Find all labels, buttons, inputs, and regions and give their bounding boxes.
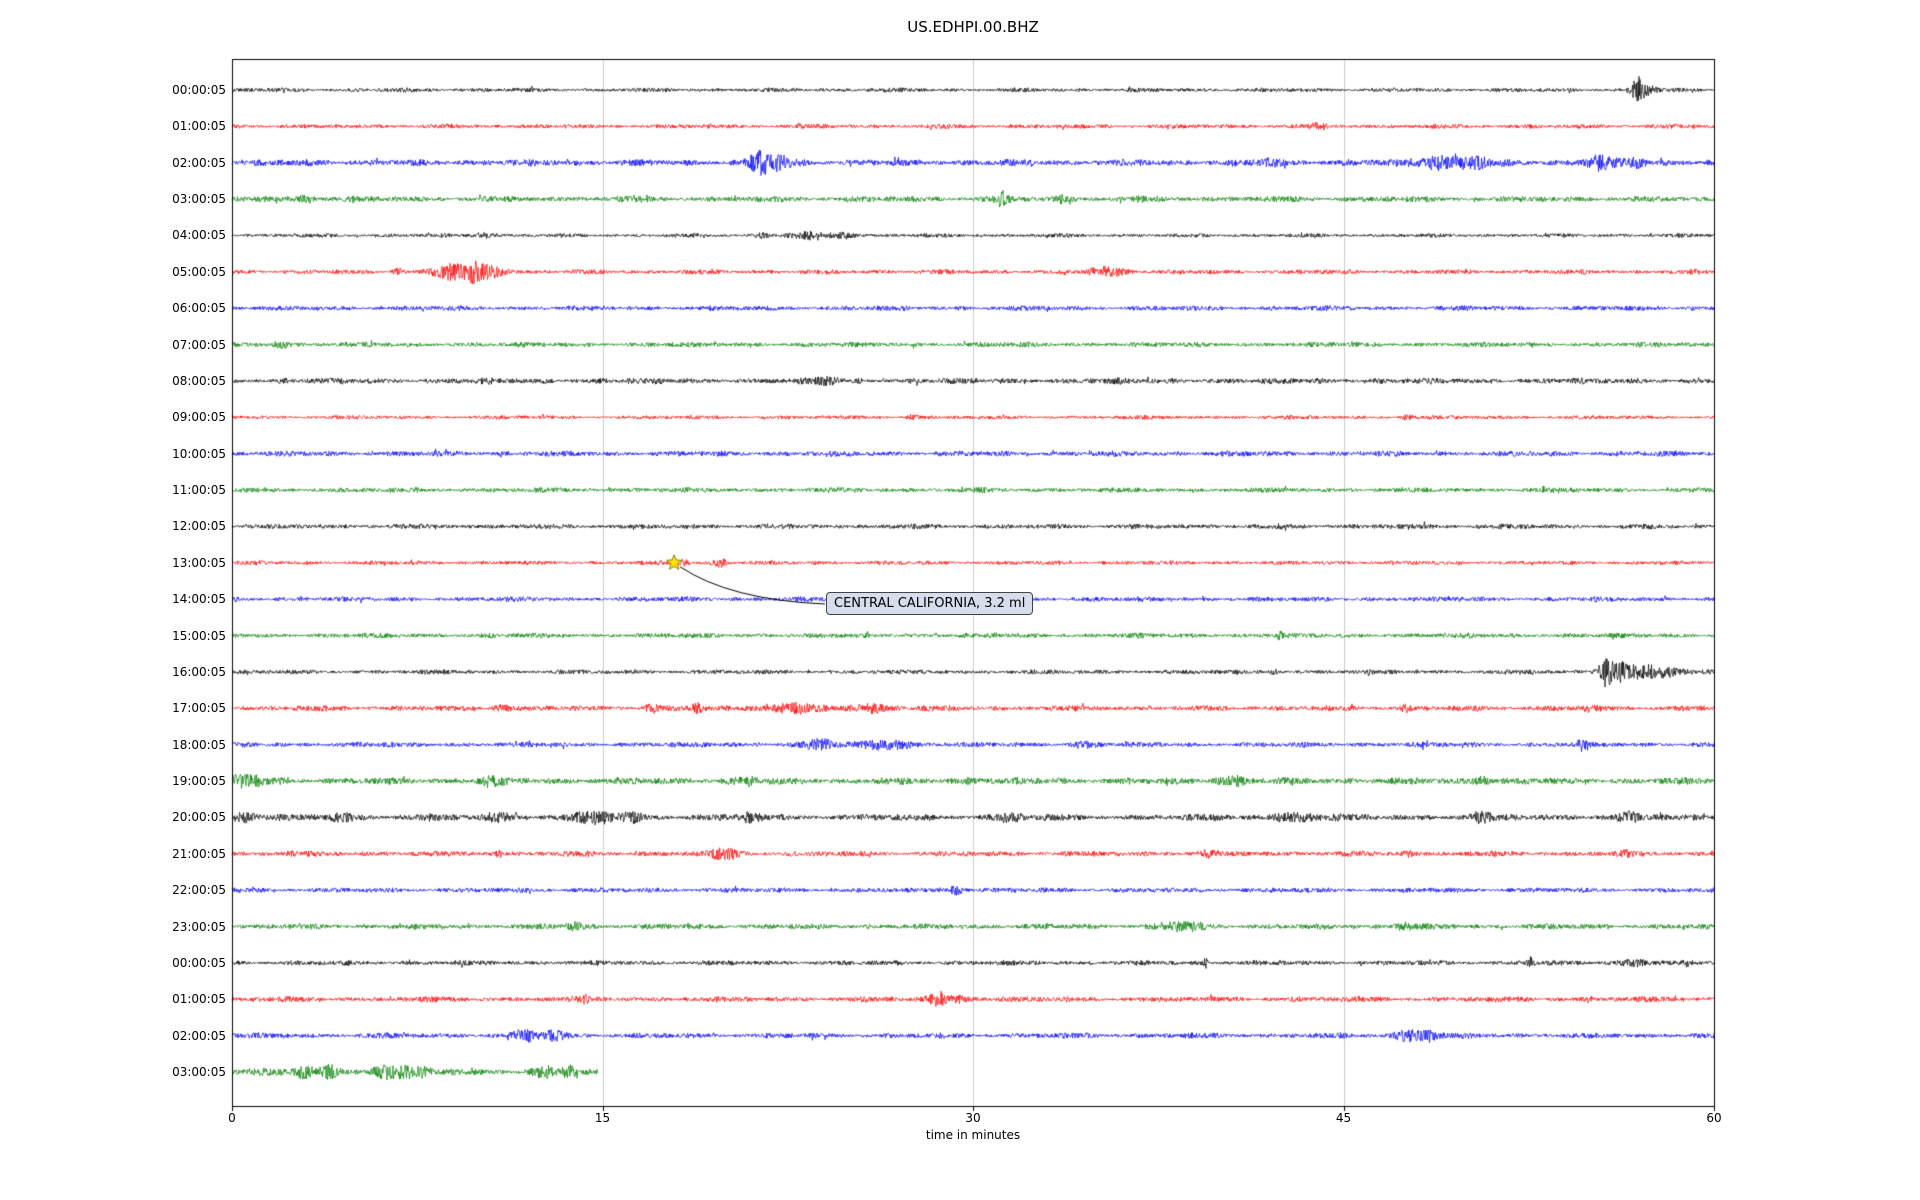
trace-time-label: 22:00:05: [172, 883, 226, 898]
trace-time-label: 01:00:05: [172, 119, 226, 134]
trace-time-label: 17:00:05: [172, 701, 226, 716]
trace-time-label: 14:00:05: [172, 592, 226, 607]
x-axis-label: time in minutes: [925, 1128, 1021, 1142]
trace-time-label: 03:00:05: [172, 1064, 226, 1079]
trace-time-label: 21:00:05: [172, 846, 226, 861]
trace-time-label: 11:00:05: [172, 483, 226, 498]
trace-time-label: 18:00:05: [172, 737, 226, 752]
x-tick-label: 0: [228, 1111, 236, 1125]
trace-time-label: 10:00:05: [172, 446, 226, 461]
trace-time-label: 13:00:05: [172, 555, 226, 570]
trace-time-label: 19:00:05: [172, 774, 226, 789]
trace-time-label: 04:00:05: [172, 228, 226, 243]
x-tick-label: 45: [1335, 1111, 1352, 1125]
trace-time-label: 07:00:05: [172, 337, 226, 352]
x-tick-label: 60: [1706, 1111, 1722, 1125]
trace-time-label: 09:00:05: [172, 410, 226, 425]
trace-time-label: 02:00:05: [172, 1028, 226, 1043]
trace-time-label: 00:00:05: [172, 83, 226, 97]
trace-time-label: 00:00:05: [172, 955, 226, 970]
trace-time-label: 03:00:05: [172, 192, 226, 207]
trace-time-label: 06:00:05: [172, 301, 226, 316]
trace-time-label: 05:00:05: [172, 264, 226, 279]
trace-time-label: 23:00:05: [172, 919, 226, 934]
trace-time-label: 15:00:05: [172, 628, 226, 643]
trace-time-label: 08:00:05: [172, 373, 226, 388]
trace-time-label: 02:00:05: [172, 155, 226, 170]
trace-time-label: 20:00:05: [172, 810, 226, 825]
trace-time-label: 16:00:05: [172, 664, 226, 679]
x-tick-label: 15: [594, 1111, 611, 1125]
event-annotation-label: CENTRAL CALIFORNIA, 3.2 ml: [826, 592, 1034, 615]
trace-time-label: 01:00:05: [172, 992, 226, 1007]
x-tick-label: 30: [965, 1111, 981, 1125]
trace-time-label: 12:00:05: [172, 519, 226, 534]
